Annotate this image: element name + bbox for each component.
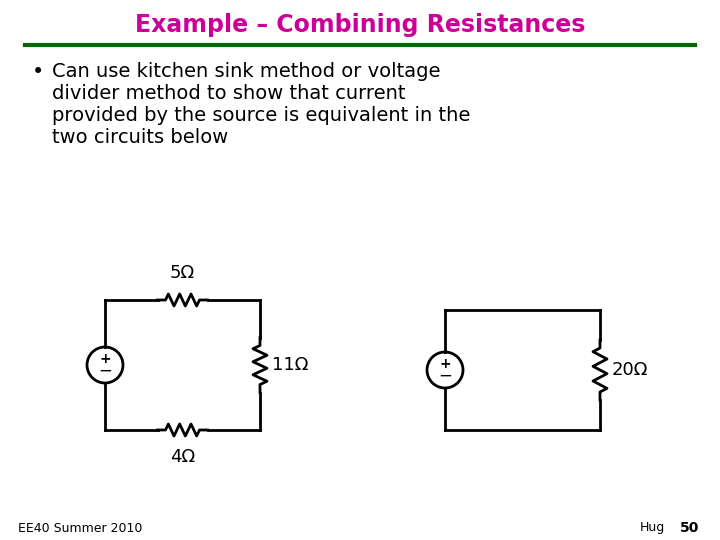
Text: +: + (439, 357, 451, 371)
Text: +: + (99, 352, 111, 366)
Text: 5Ω: 5Ω (170, 264, 195, 282)
Text: provided by the source is equivalent in the: provided by the source is equivalent in … (52, 106, 470, 125)
Text: 20Ω: 20Ω (612, 361, 649, 379)
Text: •: • (32, 62, 44, 82)
Text: Example – Combining Resistances: Example – Combining Resistances (135, 13, 585, 37)
Text: 4Ω: 4Ω (170, 448, 195, 466)
Text: EE40 Summer 2010: EE40 Summer 2010 (18, 522, 143, 535)
Text: −: − (98, 362, 112, 380)
Text: Hug: Hug (640, 522, 665, 535)
Text: 11Ω: 11Ω (272, 356, 308, 374)
Text: 50: 50 (680, 521, 699, 535)
Text: −: − (438, 367, 452, 385)
Text: Can use kitchen sink method or voltage: Can use kitchen sink method or voltage (52, 62, 441, 81)
Text: two circuits below: two circuits below (52, 128, 228, 147)
Text: divider method to show that current: divider method to show that current (52, 84, 405, 103)
